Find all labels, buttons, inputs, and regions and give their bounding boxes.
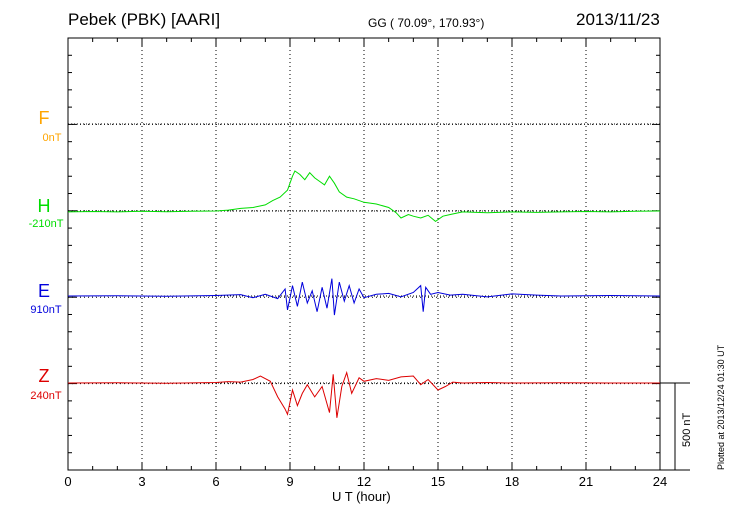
x-tick-label-21: 21	[579, 474, 593, 489]
series-line-z	[67, 370, 660, 418]
baseline-label-h: -210nT	[28, 218, 64, 230]
plotted-timestamp: Plotted at 2013/12/24 01:30 UT	[716, 344, 726, 470]
component-label-f: F	[38, 108, 50, 128]
baseline-label-z: 240nT	[30, 390, 62, 402]
axis-ticks: 0 3 6 9 12 15 18 21 24	[64, 37, 667, 489]
x-tick-label-18: 18	[505, 474, 519, 489]
x-tick-label-12: 12	[357, 474, 371, 489]
x-tick-label-0: 0	[64, 474, 71, 489]
x-axis-label: U T (hour)	[332, 489, 391, 504]
component-label-h: H	[37, 196, 51, 216]
baseline-label-e: 910nT	[30, 304, 62, 316]
component-label-e: E	[37, 281, 50, 301]
series-line-h	[67, 170, 661, 223]
date-label: 2013/11/23	[576, 10, 660, 29]
x-tick-label-3: 3	[138, 474, 145, 489]
x-tick-label-9: 9	[286, 474, 293, 489]
x-tick-label-6: 6	[212, 474, 219, 489]
baseline-label-f: 0nT	[42, 132, 62, 144]
grid-lines	[68, 38, 660, 470]
x-tick-label-24: 24	[653, 474, 667, 489]
component-label-z: Z	[38, 366, 50, 386]
scale-bar	[660, 382, 690, 471]
series-line-e	[67, 278, 661, 316]
station-title: Pebek (PBK) [AARI]	[68, 10, 221, 29]
scale-bar-label: 500 nT	[681, 412, 693, 447]
series-lines	[67, 170, 661, 418]
x-tick-label-15: 15	[431, 474, 445, 489]
coordinates-label: GG ( 70.09°, 170.93°)	[368, 16, 485, 30]
